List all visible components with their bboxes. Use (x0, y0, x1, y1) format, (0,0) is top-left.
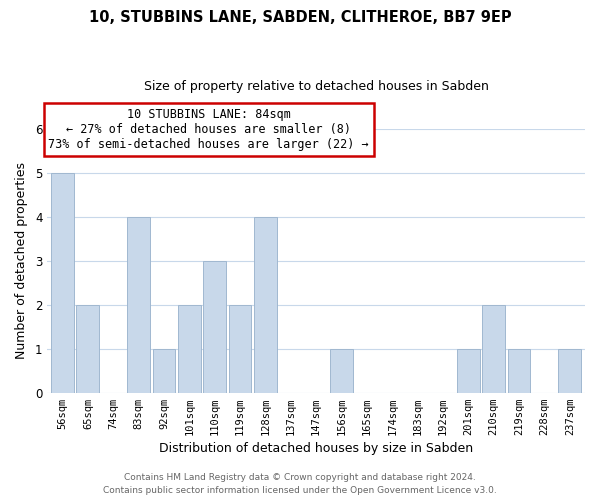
Bar (559, 348, 581, 393)
Bar (51, 173, 74, 392)
Bar (229, 305, 251, 392)
Title: Size of property relative to detached houses in Sabden: Size of property relative to detached ho… (144, 80, 488, 93)
Text: 10 STUBBINS LANE: 84sqm
← 27% of detached houses are smaller (8)
73% of semi-det: 10 STUBBINS LANE: 84sqm ← 27% of detache… (49, 108, 369, 151)
Bar (127, 217, 150, 392)
Bar (152, 348, 175, 393)
Bar (508, 348, 530, 393)
Text: Contains HM Land Registry data © Crown copyright and database right 2024.
Contai: Contains HM Land Registry data © Crown c… (103, 474, 497, 495)
Bar (457, 348, 480, 393)
Bar (482, 305, 505, 392)
Bar (76, 305, 99, 392)
Bar (254, 217, 277, 392)
X-axis label: Distribution of detached houses by size in Sabden: Distribution of detached houses by size … (159, 442, 473, 455)
Bar (203, 261, 226, 392)
Y-axis label: Number of detached properties: Number of detached properties (15, 162, 28, 360)
Bar (178, 305, 201, 392)
Bar (330, 348, 353, 393)
Text: 10, STUBBINS LANE, SABDEN, CLITHEROE, BB7 9EP: 10, STUBBINS LANE, SABDEN, CLITHEROE, BB… (89, 10, 511, 25)
